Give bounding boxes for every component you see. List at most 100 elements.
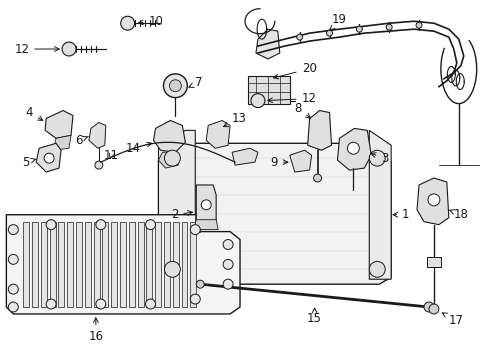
- Polygon shape: [94, 222, 99, 307]
- Polygon shape: [129, 222, 135, 307]
- Circle shape: [428, 194, 440, 206]
- Polygon shape: [53, 135, 71, 150]
- Circle shape: [165, 150, 180, 166]
- Text: 4: 4: [25, 106, 43, 121]
- Circle shape: [223, 279, 233, 289]
- Polygon shape: [85, 222, 91, 307]
- Circle shape: [369, 261, 385, 277]
- Circle shape: [8, 284, 18, 294]
- Text: 7: 7: [189, 76, 203, 89]
- Circle shape: [8, 225, 18, 235]
- Polygon shape: [6, 215, 240, 314]
- Circle shape: [386, 24, 392, 30]
- Circle shape: [429, 304, 439, 314]
- Text: 18: 18: [450, 208, 468, 221]
- Circle shape: [8, 255, 18, 264]
- Text: 12: 12: [14, 42, 59, 55]
- Circle shape: [190, 225, 200, 235]
- Circle shape: [46, 220, 56, 230]
- Circle shape: [314, 174, 321, 182]
- Polygon shape: [158, 152, 178, 168]
- Ellipse shape: [246, 169, 264, 181]
- Circle shape: [190, 294, 200, 304]
- Polygon shape: [58, 222, 64, 307]
- Polygon shape: [36, 143, 61, 172]
- Polygon shape: [155, 222, 161, 307]
- Circle shape: [251, 94, 265, 108]
- Text: 12: 12: [268, 92, 317, 105]
- Polygon shape: [256, 29, 280, 59]
- Text: 16: 16: [88, 318, 103, 343]
- Text: 19: 19: [330, 13, 347, 31]
- Polygon shape: [206, 121, 230, 148]
- Ellipse shape: [211, 214, 229, 226]
- Polygon shape: [32, 222, 38, 307]
- Circle shape: [46, 299, 56, 309]
- Circle shape: [424, 302, 434, 312]
- Polygon shape: [89, 122, 106, 148]
- Ellipse shape: [316, 248, 334, 260]
- Polygon shape: [41, 222, 47, 307]
- Circle shape: [297, 34, 303, 40]
- Circle shape: [369, 150, 385, 166]
- Circle shape: [44, 153, 54, 163]
- Circle shape: [96, 220, 106, 230]
- Circle shape: [347, 142, 359, 154]
- Circle shape: [201, 200, 211, 210]
- Ellipse shape: [316, 169, 334, 181]
- Circle shape: [146, 220, 155, 230]
- Polygon shape: [417, 178, 449, 225]
- Ellipse shape: [281, 214, 299, 226]
- Polygon shape: [190, 222, 196, 307]
- Text: 2: 2: [171, 208, 193, 221]
- Circle shape: [164, 74, 187, 98]
- Polygon shape: [45, 111, 73, 138]
- Text: 5: 5: [22, 156, 35, 168]
- Text: 8: 8: [294, 102, 311, 118]
- Text: 3: 3: [371, 152, 389, 165]
- Polygon shape: [196, 215, 200, 231]
- Circle shape: [356, 26, 362, 32]
- Polygon shape: [308, 111, 332, 150]
- Text: 14: 14: [125, 142, 152, 155]
- Polygon shape: [111, 222, 117, 307]
- Bar: [248, 76, 290, 104]
- Polygon shape: [338, 129, 371, 170]
- Circle shape: [416, 22, 422, 28]
- Text: 1: 1: [393, 208, 410, 221]
- Text: 9: 9: [270, 156, 288, 168]
- Circle shape: [196, 280, 204, 288]
- Ellipse shape: [316, 214, 334, 226]
- Circle shape: [121, 16, 135, 30]
- Circle shape: [62, 42, 76, 56]
- Circle shape: [223, 260, 233, 269]
- Circle shape: [223, 239, 233, 249]
- Polygon shape: [369, 130, 391, 279]
- Text: 11: 11: [104, 149, 119, 162]
- Polygon shape: [76, 222, 82, 307]
- Polygon shape: [181, 222, 188, 307]
- Text: 20: 20: [273, 62, 317, 79]
- Polygon shape: [102, 222, 108, 307]
- Ellipse shape: [246, 214, 264, 226]
- Polygon shape: [173, 222, 179, 307]
- Circle shape: [96, 299, 106, 309]
- Circle shape: [326, 30, 333, 36]
- Text: 15: 15: [307, 308, 322, 325]
- Polygon shape: [290, 150, 312, 172]
- Text: 6: 6: [75, 134, 88, 147]
- Ellipse shape: [211, 248, 229, 260]
- Polygon shape: [232, 148, 258, 165]
- Polygon shape: [67, 222, 73, 307]
- Circle shape: [8, 302, 18, 312]
- Polygon shape: [158, 130, 196, 279]
- Polygon shape: [120, 222, 126, 307]
- Polygon shape: [49, 222, 55, 307]
- Circle shape: [170, 80, 181, 92]
- Text: 17: 17: [442, 313, 464, 327]
- Circle shape: [95, 161, 103, 169]
- Polygon shape: [147, 222, 152, 307]
- Bar: [427, 257, 441, 267]
- Circle shape: [146, 299, 155, 309]
- Polygon shape: [153, 121, 185, 152]
